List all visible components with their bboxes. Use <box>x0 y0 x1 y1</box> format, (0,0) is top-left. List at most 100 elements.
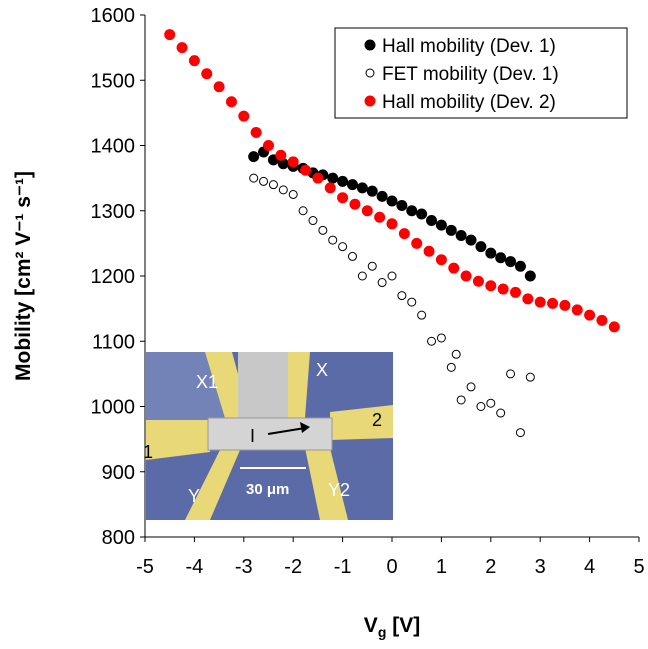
inset-label: 2 <box>372 410 382 430</box>
point <box>298 206 308 216</box>
point <box>608 321 620 333</box>
point <box>456 395 466 405</box>
point <box>416 208 428 220</box>
inset-label: 30 μm <box>246 481 289 498</box>
point <box>485 280 497 292</box>
electrode <box>305 448 348 520</box>
y-tick-label: 1600 <box>91 5 136 27</box>
point <box>571 304 583 316</box>
point <box>268 180 278 190</box>
point <box>275 149 287 161</box>
point <box>460 270 472 282</box>
point <box>496 408 506 418</box>
point <box>423 245 435 257</box>
point <box>476 402 486 411</box>
channel <box>238 352 288 420</box>
point <box>213 81 225 93</box>
inset-image: X1 X 1 2 Y Y2 I 30 μm <box>143 352 393 520</box>
point <box>398 228 410 240</box>
point <box>328 235 338 245</box>
point <box>505 256 517 268</box>
point <box>466 382 476 392</box>
y-axis-label: Mobility [cm² V⁻¹ s⁻¹] <box>12 171 35 381</box>
point <box>427 336 437 346</box>
point <box>485 247 497 259</box>
point <box>176 42 188 54</box>
x-tick-label: -2 <box>284 556 302 578</box>
point <box>349 198 361 210</box>
inset-label: Y <box>188 486 200 506</box>
point <box>318 225 328 235</box>
point <box>225 96 237 108</box>
point <box>417 310 427 320</box>
y-tick-label: 1500 <box>91 70 136 92</box>
legend-box <box>334 27 628 119</box>
arrow-head <box>300 422 310 433</box>
point <box>448 262 460 274</box>
legend-marker <box>364 39 376 51</box>
y-tick-label: 1300 <box>91 201 136 223</box>
x-label-rest: [V] <box>386 614 420 637</box>
inset-shade <box>146 352 245 420</box>
y-tick-label: 900 <box>102 462 135 484</box>
point <box>356 182 368 194</box>
point <box>263 140 274 151</box>
point <box>559 299 571 311</box>
x-axis-label: Vg [V] <box>364 614 420 640</box>
x-tick-label: -5 <box>136 556 154 578</box>
point <box>287 156 299 168</box>
point <box>337 192 349 204</box>
point <box>347 251 357 261</box>
electrode <box>146 420 210 460</box>
x-label-main: V <box>364 614 378 637</box>
point <box>377 278 387 288</box>
point <box>435 219 447 231</box>
point <box>407 297 417 307</box>
point <box>201 68 213 80</box>
inset-label: 1 <box>143 442 153 462</box>
x-tick-label: -4 <box>186 556 204 578</box>
point <box>288 189 298 199</box>
point <box>406 205 418 217</box>
point <box>249 173 259 183</box>
point <box>250 126 262 138</box>
legend-marker <box>365 68 375 78</box>
point <box>397 291 407 301</box>
point <box>475 241 487 253</box>
point <box>514 260 526 272</box>
point <box>259 176 269 186</box>
point <box>522 293 534 305</box>
point <box>308 216 318 226</box>
point <box>465 234 477 246</box>
legend-label: FET mobility (Dev. 1) <box>382 64 559 85</box>
legend-label: Hall mobility (Dev. 2) <box>382 92 556 113</box>
current-arrow <box>267 427 306 435</box>
y-tick-label: 1000 <box>91 397 136 419</box>
electrode <box>330 405 393 440</box>
point <box>515 428 525 438</box>
point <box>366 185 378 197</box>
point <box>510 286 521 298</box>
point <box>374 211 386 223</box>
point <box>312 172 324 184</box>
x-tick-label: 4 <box>584 556 595 578</box>
electrode <box>282 352 310 418</box>
x-tick-label: 1 <box>436 556 447 578</box>
point <box>337 175 349 187</box>
point <box>445 224 457 236</box>
point <box>188 55 200 67</box>
point <box>357 271 367 281</box>
electrode <box>185 450 240 520</box>
point <box>411 237 423 249</box>
point <box>584 309 596 321</box>
point <box>451 349 461 359</box>
y-tick-label: 1100 <box>92 331 135 353</box>
x-tick-label: -1 <box>334 556 352 578</box>
point <box>525 372 535 382</box>
x-label-sub: g <box>378 624 387 640</box>
point <box>486 398 496 408</box>
inset-label: X <box>316 360 328 380</box>
point <box>396 200 408 212</box>
inset-label: X1 <box>196 372 218 392</box>
point <box>361 205 373 217</box>
